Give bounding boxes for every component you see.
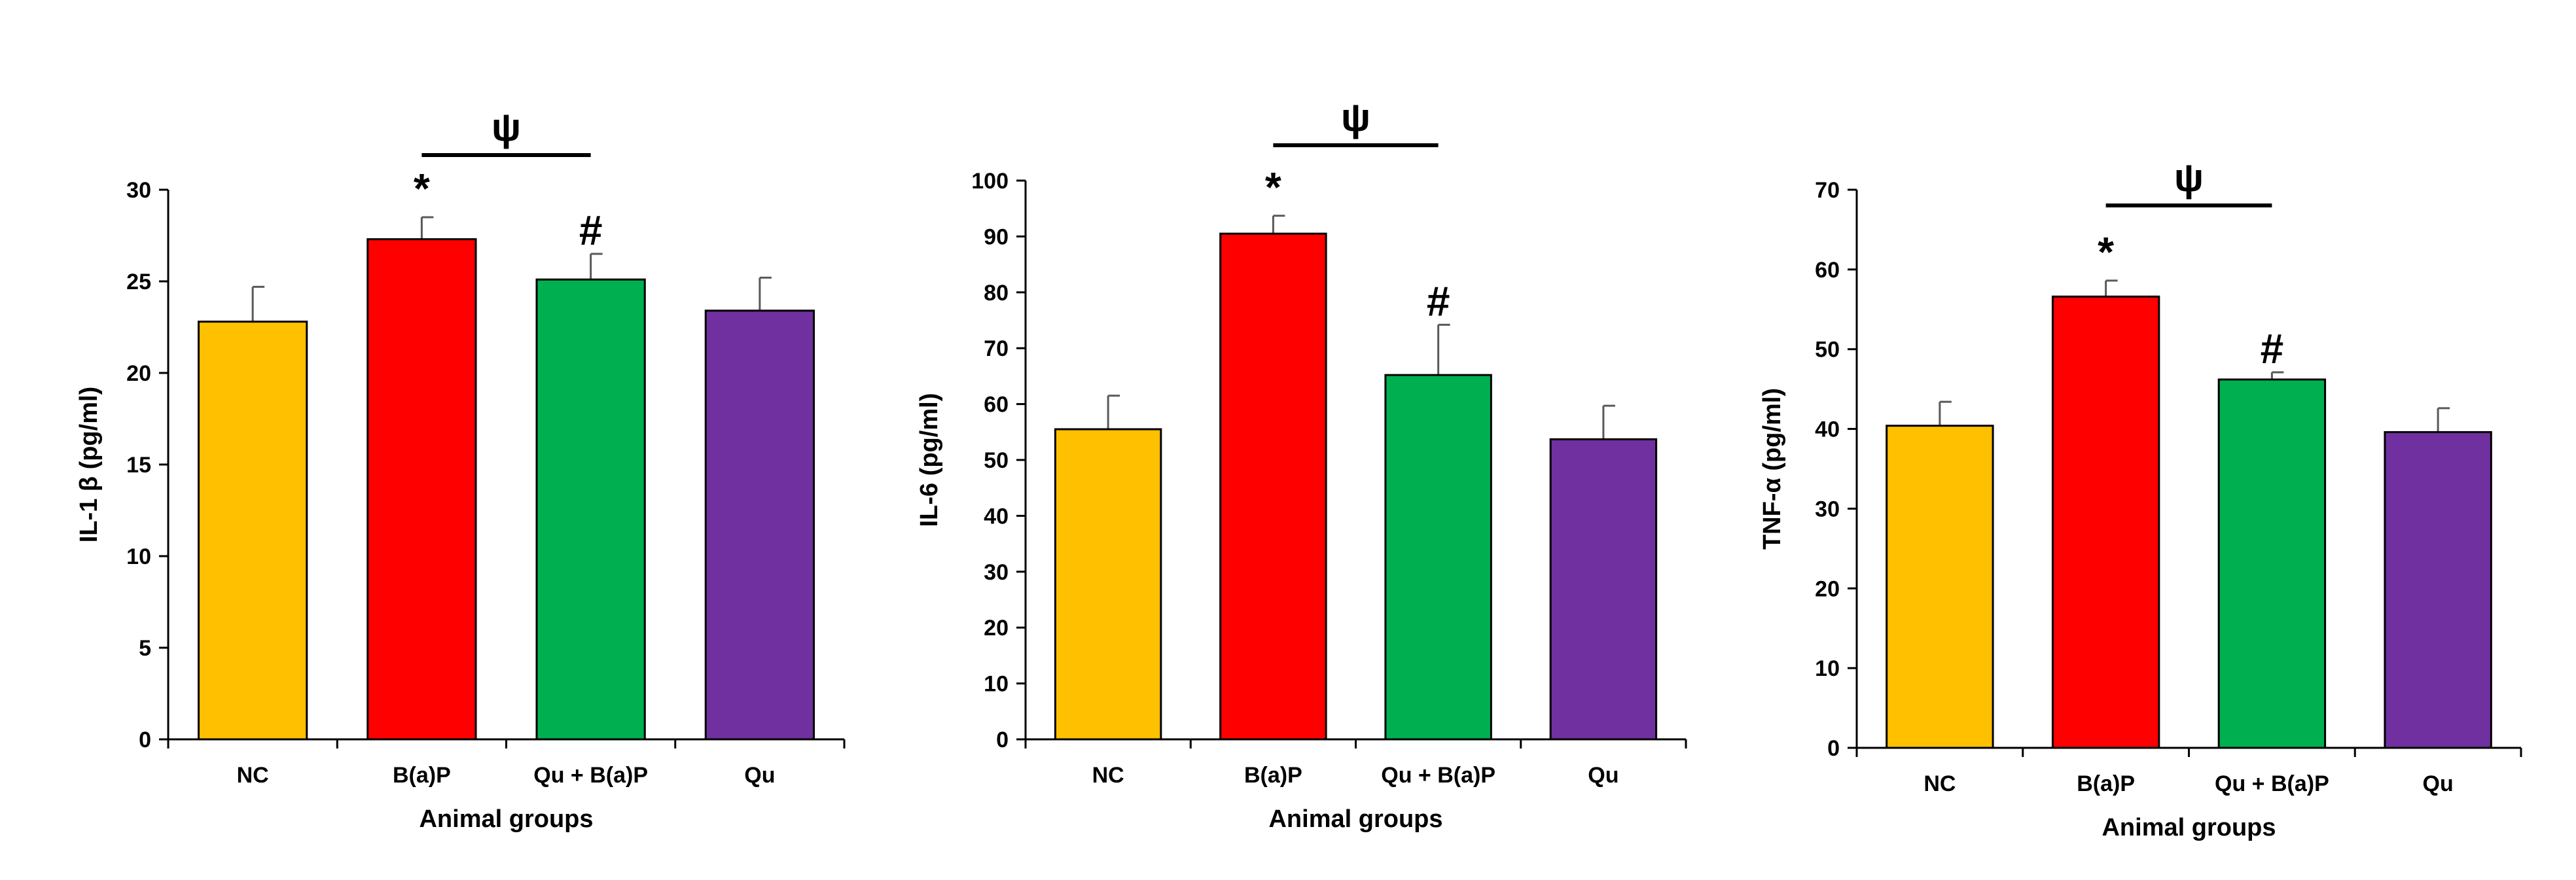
- x-tick-label: Qu + B(a)P: [533, 763, 648, 788]
- bar-b-a-p: [1219, 232, 1327, 741]
- psi-symbol: ψ: [1341, 96, 1370, 139]
- x-axis-title: Animal groups: [1268, 805, 1442, 833]
- y-tick-label: 25: [126, 270, 151, 294]
- x-tick-label: B(a)P: [1244, 763, 1302, 788]
- bar-nc: [1886, 425, 1994, 749]
- y-tick-label: 80: [984, 281, 1009, 306]
- bar-b-a-p: [367, 238, 477, 741]
- y-tick-label: 20: [1815, 576, 1840, 601]
- y-tick-label: 50: [984, 448, 1009, 473]
- y-tick-label: 15: [126, 453, 151, 478]
- y-axis-title: IL-6 (pg/ml): [916, 393, 943, 527]
- bar-qu: [2384, 431, 2492, 749]
- bar-qu-b-a-p: [535, 278, 646, 741]
- y-tick-label: 30: [126, 178, 151, 203]
- y-tick-label: 5: [139, 636, 151, 661]
- y-tick-label: 0: [1827, 736, 1840, 761]
- bar-nc: [197, 321, 308, 741]
- y-tick-label: 10: [1815, 656, 1840, 681]
- x-tick-label: NC: [237, 763, 269, 788]
- y-axis-title: TNF-α (pg/ml): [1759, 388, 1786, 550]
- bar-b-a-p: [2051, 295, 2160, 749]
- x-tick-label: NC: [1092, 763, 1124, 788]
- y-tick-label: 70: [1815, 178, 1840, 203]
- y-tick-label: 10: [126, 544, 151, 569]
- x-tick-label: NC: [1923, 771, 1956, 796]
- chart-panel-1: 0 5 10 15 20 25 30 NC B(a)P * Qu + B(a)P # Qu ψ Animal…: [75, 105, 846, 833]
- y-tick-label: 30: [984, 560, 1009, 585]
- y-tick-label: 30: [1815, 497, 1840, 521]
- significance-star: *: [1265, 164, 1281, 211]
- x-tick-label: Qu: [2423, 771, 2454, 796]
- chart-panel-3: 0 10 20 30 40 50 60 70 NC B(a)P * Qu + B(a)P # Qu ψ Ani…: [1759, 156, 2522, 841]
- significance-star: *: [2098, 228, 2114, 275]
- y-tick-label: 0: [139, 728, 151, 752]
- x-tick-label: Qu + B(a)P: [2215, 771, 2329, 796]
- significance-star: *: [414, 165, 430, 212]
- bar-qu: [704, 309, 815, 741]
- x-tick-label: Qu: [1588, 763, 1619, 788]
- y-tick-label: 50: [1815, 338, 1840, 362]
- x-tick-label: Qu + B(a)P: [1381, 763, 1495, 788]
- y-tick-label: 10: [984, 672, 1009, 697]
- x-tick-label: Qu: [744, 763, 775, 788]
- chart-panel-2: 0 10 20 30 40 50 60 70 80 90 100 NC B(a)P * Qu + B(a)P…: [916, 96, 1687, 833]
- significance-hash: #: [1427, 277, 1450, 325]
- significance-hash: #: [2261, 325, 2284, 372]
- bar-nc: [1054, 428, 1162, 741]
- y-tick-label: 20: [984, 616, 1009, 641]
- significance-hash: #: [579, 207, 603, 254]
- x-tick-label: B(a)P: [393, 763, 451, 788]
- y-tick-label: 60: [1815, 258, 1840, 283]
- y-tick-label: 60: [984, 393, 1009, 417]
- x-axis-title: Animal groups: [2102, 814, 2276, 841]
- y-tick-label: 0: [996, 728, 1009, 752]
- y-tick-label: 40: [984, 504, 1009, 529]
- psi-symbol: ψ: [492, 105, 521, 149]
- x-tick-label: B(a)P: [2077, 771, 2135, 796]
- x-axis-title: Animal groups: [419, 805, 593, 833]
- bar-qu-b-a-p: [2217, 378, 2327, 749]
- y-tick-label: 40: [1815, 417, 1840, 442]
- y-axis-title: IL-1 β (pg/ml): [75, 387, 103, 543]
- y-tick-label: 70: [984, 336, 1009, 361]
- y-tick-label: 20: [126, 361, 151, 386]
- bar-qu-b-a-p: [1384, 374, 1492, 741]
- y-tick-label: 100: [971, 169, 1009, 194]
- psi-symbol: ψ: [2174, 156, 2204, 200]
- y-tick-label: 90: [984, 224, 1009, 249]
- bar-qu: [1549, 438, 1658, 741]
